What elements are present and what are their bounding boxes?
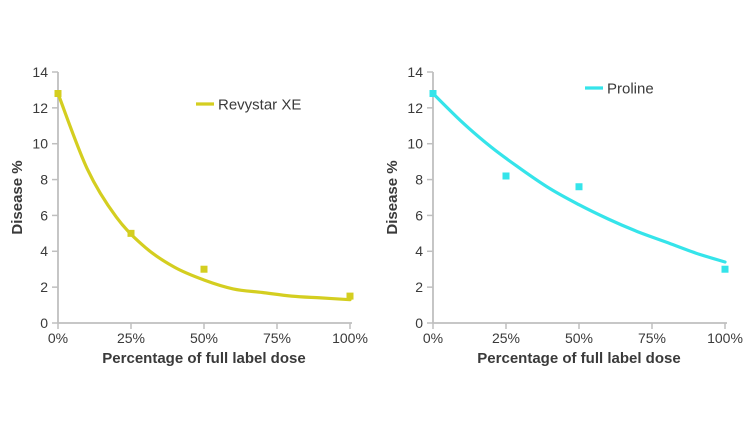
- y-tick-label: 10: [407, 136, 423, 152]
- x-axis-title: Percentage of full label dose: [102, 350, 305, 367]
- y-tick-label: 12: [407, 100, 423, 116]
- x-tick-label: 100%: [707, 330, 743, 346]
- y-tick-label: 2: [415, 279, 423, 295]
- data-point-marker: [54, 90, 62, 98]
- legend-label: Proline: [607, 80, 654, 97]
- x-tick-label: 25%: [492, 330, 520, 346]
- y-tick-label: 14: [407, 64, 423, 80]
- chart-revystar-xe: 0 2 4 6 8 10 12 14 0% 25% 50% 75% 100% Percentage of …: [9, 64, 368, 367]
- x-tick-label: 75%: [638, 330, 666, 346]
- y-tick-label: 8: [415, 171, 423, 187]
- x-tick-label: 25%: [117, 330, 145, 346]
- legend-label: Revystar XE: [218, 96, 301, 113]
- trend-line: [56, 91, 352, 302]
- data-point-marker: [346, 292, 354, 300]
- chart-proline: 0 2 4 6 8 10 12 14 0% 25% 50% 75% 100% Percentage of …: [375, 0, 750, 422]
- trend-line: [431, 91, 727, 264]
- y-tick-label: 4: [40, 243, 48, 259]
- x-tick-label: 50%: [190, 330, 218, 346]
- x-tick-label: 50%: [565, 330, 593, 346]
- x-tick-label: 100%: [332, 330, 368, 346]
- revystar-xe-plot: 0 2 4 6 8 10 12 14 0% 25% 50% 75% 100% Percentage of …: [9, 64, 368, 367]
- y-tick-label: 0: [415, 315, 423, 331]
- data-point-marker: [200, 265, 208, 273]
- x-tick-label: 0%: [423, 330, 443, 346]
- x-axis-title: Percentage of full label dose: [477, 350, 680, 367]
- data-point-marker: [721, 265, 729, 273]
- y-tick-label: 12: [32, 100, 48, 116]
- data-point-marker: [575, 183, 583, 191]
- x-tick-label: 75%: [263, 330, 291, 346]
- y-tick-label: 4: [415, 243, 423, 259]
- y-tick-label: 10: [32, 136, 48, 152]
- data-point-marker: [502, 172, 510, 180]
- x-tick-label: 0%: [48, 330, 68, 346]
- data-point-marker: [429, 90, 437, 98]
- y-tick-label: 2: [40, 279, 48, 295]
- y-tick-label: 6: [415, 207, 423, 223]
- y-tick-label: 0: [40, 315, 48, 331]
- y-tick-label: 6: [40, 207, 48, 223]
- data-point-marker: [127, 229, 135, 237]
- y-tick-label: 8: [40, 171, 48, 187]
- y-tick-label: 14: [32, 64, 48, 80]
- y-axis-title: Disease %: [9, 160, 26, 234]
- y-axis-title: Disease %: [384, 160, 401, 234]
- proline-plot: 0 2 4 6 8 10 12 14 0% 25% 50% 75% 100% Percentage of …: [384, 64, 743, 367]
